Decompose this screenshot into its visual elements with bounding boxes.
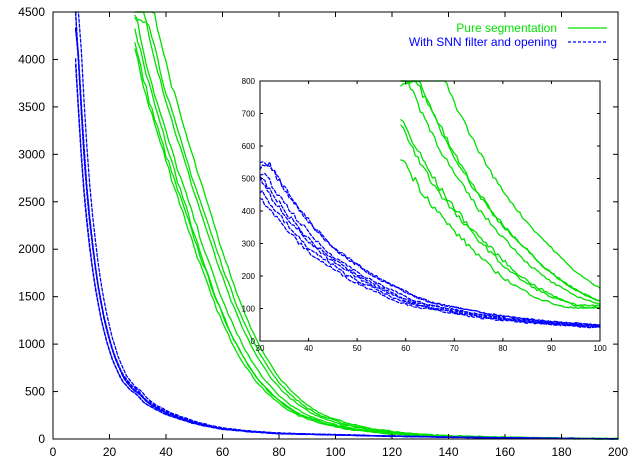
snn-filter-line-6 [74, 11, 619, 440]
inset-pure-segmentation-line-3 [400, 80, 601, 306]
inset-y-tick-label: 200 [242, 272, 256, 281]
main-x-tick-label: 20 [103, 445, 117, 459]
inset-pure-segmentation-line-5 [400, 80, 601, 302]
inset-x-tick-label: 80 [498, 344, 507, 353]
inset-y-axis: 0 100 200 300 400 500 600 700 800 [242, 77, 600, 346]
inset-y-tick-label: 600 [242, 142, 256, 151]
main-series-group [74, 11, 619, 440]
main-y-tick-label: 4500 [18, 5, 45, 19]
inset-x-tick-label: 90 [547, 344, 556, 353]
main-y-tick-label: 0 [38, 432, 45, 446]
inset-pure-segmentation-line-1 [400, 159, 601, 310]
main-x-tick-label: 100 [325, 445, 345, 459]
main-y-tick-label: 3000 [18, 147, 45, 161]
main-x-tick-label: 120 [382, 445, 402, 459]
inset-pure-segmentation-line-2 [400, 119, 601, 309]
main-y-tick-label: 2500 [18, 195, 45, 209]
main-plot: 0 20 40 60 80 100 120 140 160 180 200 050010001500… [18, 5, 628, 459]
inset-x-tick-label: 40 [304, 344, 313, 353]
legend-label-pure-segmentation: Pure segmentation [456, 21, 557, 35]
main-x-tick-label: 40 [159, 445, 173, 459]
inset-x-tick-label: 70 [450, 344, 459, 353]
inset-series-group [259, 80, 601, 329]
main-y-tick-label: 500 [25, 385, 45, 399]
inset-x-tick-label: 30 [256, 344, 265, 353]
main-x-tick-label: 160 [495, 445, 515, 459]
main-x-tick-label: 0 [50, 445, 57, 459]
inset-y-tick-label: 100 [242, 305, 256, 314]
main-y-tick-label: 4000 [18, 52, 45, 66]
main-x-tick-label: 80 [272, 445, 286, 459]
main-x-tick-label: 60 [216, 445, 230, 459]
inset-snn-filter-line-6 [259, 164, 601, 327]
inset-snn-filter-line-4 [259, 172, 601, 328]
main-y-tick-label: 3500 [18, 100, 45, 114]
main-y-tick-label: 1000 [18, 337, 45, 351]
inset-y-tick-label: 800 [242, 77, 256, 86]
inset-plot: 30 40 50 60 70 80 90 100 0 100 200 300 400 500 600 700… [242, 77, 608, 353]
snn-filter-line-5 [74, 29, 619, 440]
main-y-tick-label: 2000 [18, 242, 45, 256]
legend: Pure segmentation With SNN filter and op… [409, 21, 607, 49]
inset-y-tick-label: 300 [242, 240, 256, 249]
inset-x-axis: 30 40 50 60 70 80 90 100 [256, 81, 607, 353]
main-y-tick-label: 1500 [18, 290, 45, 304]
inset-snn-filter-line-3 [259, 176, 601, 328]
inset-y-tick-label: 500 [242, 175, 256, 184]
main-x-tick-label: 200 [608, 445, 628, 459]
inset-y-tick-label: 400 [242, 207, 256, 216]
main-x-tick-label: 180 [551, 445, 571, 459]
inset-x-tick-label: 60 [401, 344, 410, 353]
legend-label-snn-filter: With SNN filter and opening [409, 35, 557, 49]
inset-y-tick-label: 0 [251, 337, 256, 346]
inset-x-tick-label: 50 [353, 344, 362, 353]
main-x-tick-label: 140 [438, 445, 458, 459]
inset-y-tick-label: 700 [242, 110, 256, 119]
main-x-axis: 0 20 40 60 80 100 120 140 160 180 200 [50, 12, 628, 459]
inset-x-tick-label: 100 [593, 344, 607, 353]
inset-background [260, 81, 600, 341]
